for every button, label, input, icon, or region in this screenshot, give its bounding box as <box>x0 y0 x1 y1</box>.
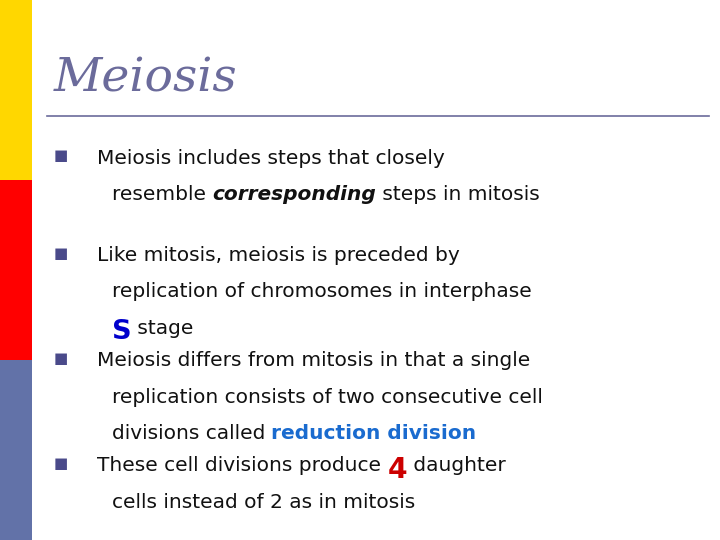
Text: Meiosis: Meiosis <box>54 57 238 102</box>
Text: These cell divisions produce: These cell divisions produce <box>97 456 387 475</box>
Text: cells instead of 2 as in mitosis: cells instead of 2 as in mitosis <box>112 493 415 512</box>
Text: daughter: daughter <box>408 456 506 475</box>
Bar <box>0 0 32 180</box>
Text: ■: ■ <box>54 148 68 164</box>
Text: ■: ■ <box>54 351 68 366</box>
Text: ■: ■ <box>54 456 68 471</box>
Bar <box>0 180 32 360</box>
Text: steps in mitosis: steps in mitosis <box>376 185 539 204</box>
Text: Like mitosis, meiosis is preceded by: Like mitosis, meiosis is preceded by <box>97 246 460 265</box>
Text: replication of chromosomes in interphase: replication of chromosomes in interphase <box>112 282 531 301</box>
Bar <box>0 360 32 540</box>
Text: corresponding: corresponding <box>212 185 376 204</box>
Text: divisions called: divisions called <box>112 424 271 443</box>
Text: S: S <box>112 319 131 345</box>
Text: 4: 4 <box>387 456 408 484</box>
Text: reduction division: reduction division <box>271 424 477 443</box>
Text: replication consists of two consecutive cell: replication consists of two consecutive … <box>112 388 542 407</box>
Text: Meiosis differs from mitosis in that a single: Meiosis differs from mitosis in that a s… <box>97 351 531 370</box>
Text: ■: ■ <box>54 246 68 261</box>
Text: Meiosis includes steps that closely: Meiosis includes steps that closely <box>97 148 445 167</box>
Text: stage: stage <box>131 319 194 338</box>
Text: resemble: resemble <box>112 185 212 204</box>
